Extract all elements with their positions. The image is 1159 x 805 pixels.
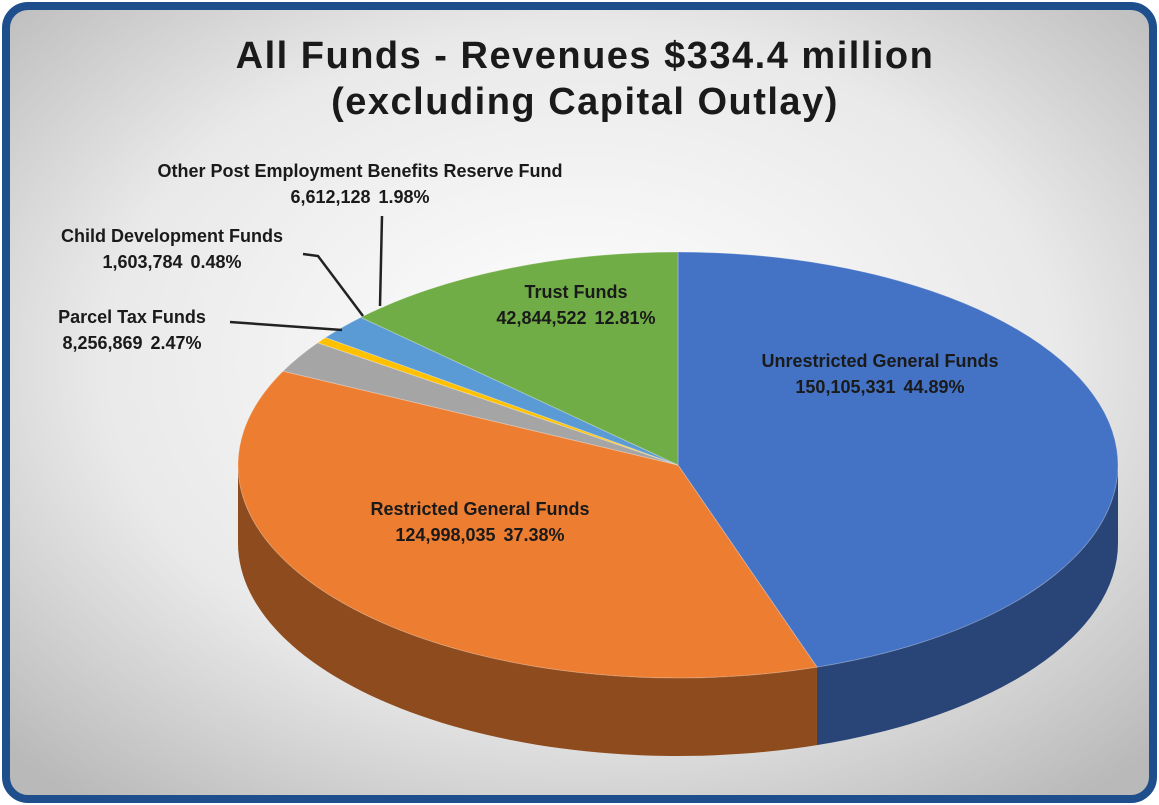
label-name: Trust Funds (525, 282, 628, 302)
slice (316, 336, 679, 466)
label-name: Parcel Tax Funds (58, 307, 206, 327)
percent-label: 0.48% (191, 252, 242, 272)
label-value: 1,603,784 0.48% (102, 252, 241, 272)
value-label: 8,256,869 (62, 333, 142, 353)
percent-label: 1.98% (379, 187, 430, 207)
value-label: 42,844,522 (496, 308, 586, 328)
slice-side (816, 465, 1118, 746)
leader-line (229, 320, 343, 332)
slice (359, 251, 679, 466)
value-label: 1,603,784 (102, 252, 182, 272)
slice (324, 316, 679, 466)
label-name: Child Development Funds (61, 226, 283, 246)
chart-subtitle: (excluding Capital Outlay) (331, 81, 839, 123)
value-label: 124,998,035 (395, 525, 495, 545)
value-label: 150,105,331 (795, 377, 895, 397)
pie-sides (238, 465, 1118, 756)
leader-lines (229, 215, 384, 332)
label-name: Other Post Employment Benefits Reserve F… (157, 161, 562, 181)
slice (282, 342, 679, 466)
pie-tops (237, 251, 1119, 679)
chart-title: All Funds - Revenues $334.4 million (236, 35, 935, 77)
label-value: 42,844,522 12.81% (496, 308, 655, 328)
label-value: 124,998,035 37.38% (395, 525, 564, 545)
slice (237, 370, 818, 679)
percent-label: 2.47% (151, 333, 202, 353)
value-label: 6,612,128 (290, 187, 370, 207)
label-value: 8,256,869 2.47% (62, 333, 201, 353)
label-value: 6,612,128 1.98% (290, 187, 429, 207)
percent-label: 12.81% (595, 308, 656, 328)
percent-label: 37.38% (504, 525, 565, 545)
label-name: Unrestricted General Funds (761, 351, 998, 371)
leader-line (378, 215, 384, 307)
percent-label: 44.89% (904, 377, 965, 397)
leader-line (302, 252, 364, 317)
slice (677, 251, 1119, 668)
label-value: 150,105,331 44.89% (795, 377, 964, 397)
label-name: Restricted General Funds (370, 499, 589, 519)
data-labels: Unrestricted General Funds 150,105,331 44.… (58, 161, 998, 545)
slice-side (238, 465, 817, 756)
